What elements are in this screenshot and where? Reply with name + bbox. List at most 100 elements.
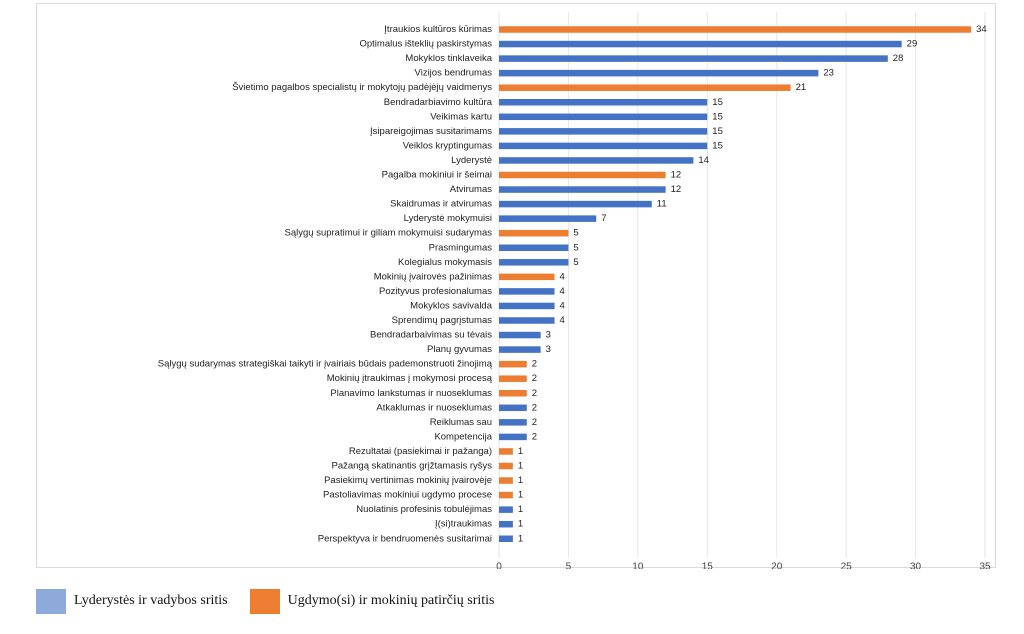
category-label: Rezultatai (pasiekimai ir pažanga) [349,446,492,457]
data-label: 2 [532,373,537,384]
category-label: Mokyklos tinklaveika [405,53,492,64]
category-label: Veiklos kryptingumas [403,140,492,151]
category-label: Įsipareigojimas susitarimams [370,126,492,137]
legend-swatch-leadership [36,588,66,614]
x-tick-label: 35 [979,561,991,569]
category-label: Bendradarbiavimo kultūra [384,97,493,108]
category-label: Mokinių įvairovės pažinimas [374,271,493,282]
bar [499,288,555,295]
x-tick-label: 0 [496,561,502,569]
bar [499,360,527,368]
category-label: Pozityvus profesionalumas [379,286,492,297]
category-label: Optimalus išteklių paskirstymas [359,39,492,50]
category-label: Sąlygų sudarymas strategiškai taikyti ir… [158,359,493,370]
data-label: 7 [601,213,606,224]
x-tick-label: 20 [771,561,783,569]
chart-frame: 0 5 10 15 20 25 30 35 Įtraukios kultūros kūrimas… [36,3,996,569]
category-label: Į(si)traukimas [435,519,492,530]
bar [499,26,972,33]
x-tick-label: 5 [566,561,572,569]
data-label: 12 [671,184,682,195]
category-label: Bendradarbaivimas su tėvais [370,330,492,341]
category-label: Lyderystė [451,155,492,166]
category-label: Prasmingumas [429,242,493,253]
category-label: Kompetencija [434,431,492,442]
category-label: Perspektyva ir bendruomenės susitarimai [318,533,492,544]
data-label: 4 [560,300,565,311]
bar [499,390,527,397]
bar [499,346,541,353]
data-label: 12 [671,170,682,181]
bar [499,404,527,412]
data-label: 1 [518,461,523,472]
data-label: 5 [573,242,578,253]
bar [499,142,708,150]
category-label: Reiklumas sau [430,417,492,428]
category-label: Skaidrumas ir atvirumas [390,199,492,210]
data-label: 3 [546,330,551,341]
data-label: 1 [518,519,523,530]
category-label: Nuolatinis profesinis tobulėjimas [356,504,492,515]
category-label: Planavimo lankstumas ir nuoseklumas [330,388,492,399]
x-tick-label: 15 [702,561,714,569]
bar [499,200,652,208]
data-label: 3 [546,344,551,355]
data-label: 1 [518,446,523,457]
data-label: 2 [532,417,537,428]
legend-item-education: Ugdymo(si) ir mokinių patirčių sritis [249,588,495,614]
bar [499,215,597,222]
data-label: 15 [712,126,723,137]
bar [499,157,694,164]
data-label: 1 [518,504,523,515]
bar [499,186,666,193]
x-tick-label: 10 [632,561,644,569]
legend-swatch-education [249,588,280,614]
category-label: Pastoliavimas mokiniui ugdymo procese [323,490,492,501]
x-tick-label: 25 [841,561,853,569]
bar [499,433,527,441]
category-label: Mokyklos savivalda [410,300,493,311]
bar [499,520,513,528]
data-label: 1 [518,475,523,486]
bar [499,273,555,281]
data-label: 4 [560,286,565,297]
category-label: Atvirumas [450,184,492,195]
bar [499,506,513,513]
category-label: Švietimo pagalbos specialistų ir mokytoj… [232,82,492,93]
data-label: 29 [907,39,918,50]
legend-label-education: Ugdymo(si) ir mokinių patirčių sritis [287,593,495,608]
bar [499,302,555,310]
category-label: Sąlygų supratimui ir giliam mokymuisi su… [285,228,493,239]
bar [499,535,513,542]
bar [499,259,569,266]
bar [499,113,708,121]
data-label: 15 [712,97,723,108]
bar [499,331,541,339]
bar [499,128,708,135]
bar [499,40,902,48]
bar [499,491,513,499]
data-label: 1 [518,533,523,544]
category-label: Vizijos bendrumas [415,68,493,79]
bar [499,69,819,77]
bar [499,244,569,251]
data-label: 2 [532,431,537,442]
category-label: Planų gyvumas [427,344,492,355]
bar [499,99,708,106]
data-label: 14 [698,155,709,166]
category-label: Mokinių įtraukimas į mokymosi procesą [327,373,493,384]
data-label: 4 [560,271,565,282]
category-label: Pažangą skatinantis grįžtamasis ryšys [331,461,492,472]
category-label: Įtraukios kultūros kūrimas [384,24,492,35]
bar [499,229,569,237]
category-label: Pasiekimų vertinimas mokinių įvairovėje [324,475,492,486]
data-label: 15 [712,111,723,122]
category-label: Kolegialus mokymasis [398,257,492,268]
category-label: Lyderystė mokymuisi [404,213,492,224]
bar [499,84,791,91]
legend: Lyderystės ir vadybos sritis Ugdymo(si) … [36,586,516,616]
data-label: 23 [823,68,834,79]
data-label: 28 [893,53,904,64]
data-label: 4 [560,315,565,326]
